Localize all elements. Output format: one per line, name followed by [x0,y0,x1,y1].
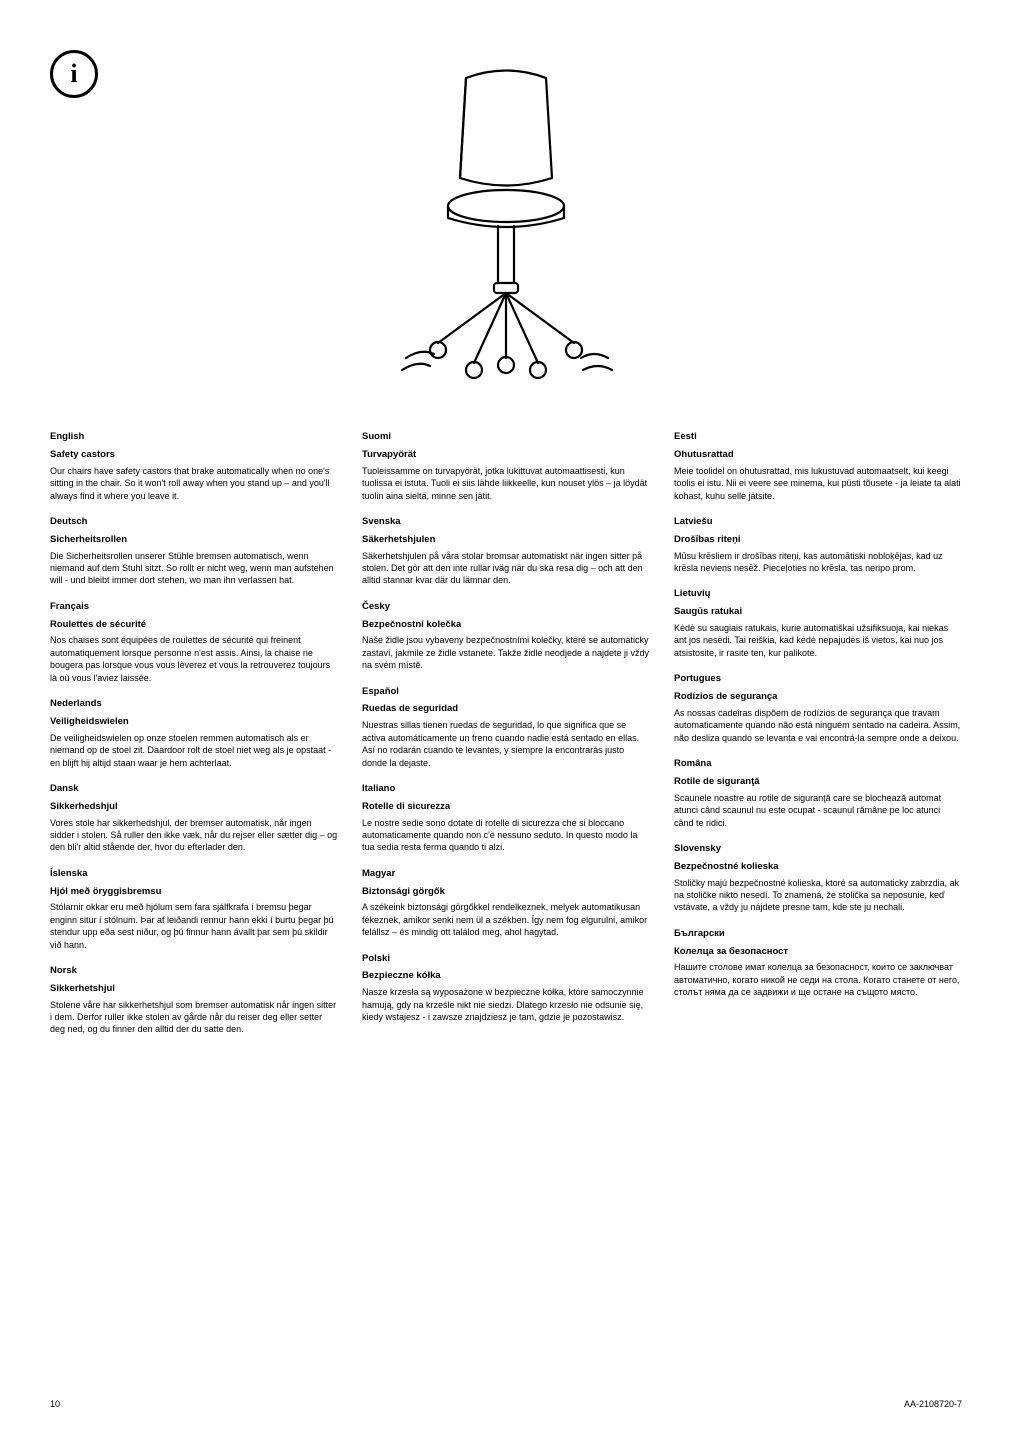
section-heading: Saugūs ratukai [674,606,962,619]
body-text: Vores stole har sikkerhedshjul, der brem… [50,817,338,854]
language-name: Eesti [674,431,962,444]
column-2: Suomi Turvapyörät Tuoleissamme on turvapyö… [362,431,650,1050]
lang-block: Español Ruedas de seguridad Nuestras silla… [362,686,650,769]
chair-illustration [50,58,962,401]
column-1: English Safety castors Our chairs have saf… [50,431,338,1050]
section-heading: Колелца за безопасност [674,946,962,959]
section-heading: Sicherheitsrollen [50,534,338,547]
section-heading: Sikkerhedshjul [50,801,338,814]
language-name: Česky [362,601,650,614]
language-name: Français [50,601,338,614]
section-heading: Sikkerhetshjul [50,983,338,996]
section-heading: Bezpečnostní kolečka [362,619,650,632]
language-name: Íslenska [50,868,338,881]
body-text: Our chairs have safety castors that brak… [50,465,338,502]
chair-svg [376,58,636,398]
body-text: De veiligheidswielen op onze stoelen rem… [50,732,338,769]
lang-block: Svenska Säkerhetshjulen Säkerhetshjulen på… [362,516,650,587]
body-text: Stólarnir okkar eru með hjólum sem fara … [50,901,338,951]
body-text: Stolene våre har sikkerhetshjul som brem… [50,999,338,1036]
section-heading: Rodízios de segurança [674,691,962,704]
text-columns: English Safety castors Our chairs have saf… [50,431,962,1050]
lang-block: Slovensky Bezpečnostné kolieska Stoličky m… [674,843,962,914]
body-text: Die Sicherheitsrollen unserer Stühle bre… [50,550,338,587]
lang-block: Nederlands Veiligheidswielen De veiligheid… [50,698,338,769]
section-heading: Biztonsági görgők [362,886,650,899]
section-heading: Rotelle di sicurezza [362,801,650,814]
lang-block: Italiano Rotelle di sicurezza Le nostre se… [362,783,650,854]
language-name: Latviešu [674,516,962,529]
lang-block: Deutsch Sicherheitsrollen Die Sicherheitsr… [50,516,338,587]
section-heading: Bezpieczne kółka [362,970,650,983]
document-code: AA-2108720-7 [904,1398,962,1410]
body-text: Нашите столове имат колелца за безопасно… [674,961,962,998]
language-name: Româna [674,758,962,771]
language-name: Dansk [50,783,338,796]
section-heading: Safety castors [50,449,338,462]
language-name: Magyar [362,868,650,881]
lang-block: Norsk Sikkerhetshjul Stolene våre har sikk… [50,965,338,1036]
lang-block: Româna Rotile de siguranţă Scaunele noastr… [674,758,962,829]
body-text: A székeink biztonsági görgőkkel rendelke… [362,901,650,938]
language-name: Español [362,686,650,699]
section-heading: Bezpečnostné kolieska [674,861,962,874]
language-name: Slovensky [674,843,962,856]
lang-block: Français Roulettes de sécurité Nos chaises… [50,601,338,684]
language-name: Polski [362,953,650,966]
lang-block: English Safety castors Our chairs have saf… [50,431,338,502]
lang-block: Български Колелца за безопасност Нашите ст… [674,928,962,999]
body-text: Tuoleissamme on turvapyörät, jotka lukit… [362,465,650,502]
language-name: Suomi [362,431,650,444]
lang-block: Eesti Ohutusrattad Meie toolidel on ohutus… [674,431,962,502]
column-3: Eesti Ohutusrattad Meie toolidel on ohutus… [674,431,962,1050]
body-text: Stoličky majú bezpečnostné kolieska, kto… [674,877,962,914]
body-text: Meie toolidel on ohutusrattad, mis lukus… [674,465,962,502]
body-text: Mūsu krēsliem ir drošības riteņi, kas au… [674,550,962,575]
lang-block: Portugues Rodízios de segurança As nossas … [674,673,962,744]
language-name: Deutsch [50,516,338,529]
lang-block: Íslenska Hjól með öryggisbremsu Stólarnir … [50,868,338,951]
section-heading: Ruedas de seguridad [362,703,650,716]
body-text: Säkerhetshjulen på våra stolar bromsar a… [362,550,650,587]
body-text: Nasze krzesła są wyposażone w bezpieczne… [362,986,650,1023]
language-name: Nederlands [50,698,338,711]
language-name: Italiano [362,783,650,796]
section-heading: Hjól með öryggisbremsu [50,886,338,899]
lang-block: Dansk Sikkerhedshjul Vores stole har sikke… [50,783,338,854]
section-heading: Ohutusrattad [674,449,962,462]
section-heading: Veiligheidswielen [50,716,338,729]
page-number: 10 [50,1398,60,1410]
lang-block: Lietuvių Saugūs ratukai Kėdė su saugiais r… [674,588,962,659]
section-heading: Roulettes de sécurité [50,619,338,632]
language-name: Lietuvių [674,588,962,601]
language-name: Portugues [674,673,962,686]
language-name: Svenska [362,516,650,529]
language-name: Norsk [50,965,338,978]
section-heading: Drošības riteņi [674,534,962,547]
section-heading: Rotile de siguranţă [674,776,962,789]
section-heading: Säkerhetshjulen [362,534,650,547]
lang-block: Latviešu Drošības riteņi Mūsu krēsliem ir … [674,516,962,574]
body-text: As nossas cadeiras dispõem de rodízios d… [674,707,962,744]
body-text: Le nostre sedie sono dotate di rotelle d… [362,817,650,854]
body-text: Nos chaises sont équipées de roulettes d… [50,634,338,684]
body-text: Kėdė su saugiais ratukais, kurie automat… [674,622,962,659]
body-text: Nuestras sillas tienen ruedas de segurid… [362,719,650,769]
language-name: Български [674,928,962,941]
language-name: English [50,431,338,444]
lang-block: Polski Bezpieczne kółka Nasze krzesła są w… [362,953,650,1024]
body-text: Naše židle jsou vybaveny bezpečnostními … [362,634,650,671]
lang-block: Česky Bezpečnostní kolečka Naše židle jsou… [362,601,650,672]
lang-block: Magyar Biztonsági görgők A székeink bizton… [362,868,650,939]
lang-block: Suomi Turvapyörät Tuoleissamme on turvapyö… [362,431,650,502]
info-icon-glyph: i [70,56,77,91]
section-heading: Turvapyörät [362,449,650,462]
body-text: Scaunele noastre au rotile de siguranţă … [674,792,962,829]
footer: 10 AA-2108720-7 [50,1398,962,1410]
